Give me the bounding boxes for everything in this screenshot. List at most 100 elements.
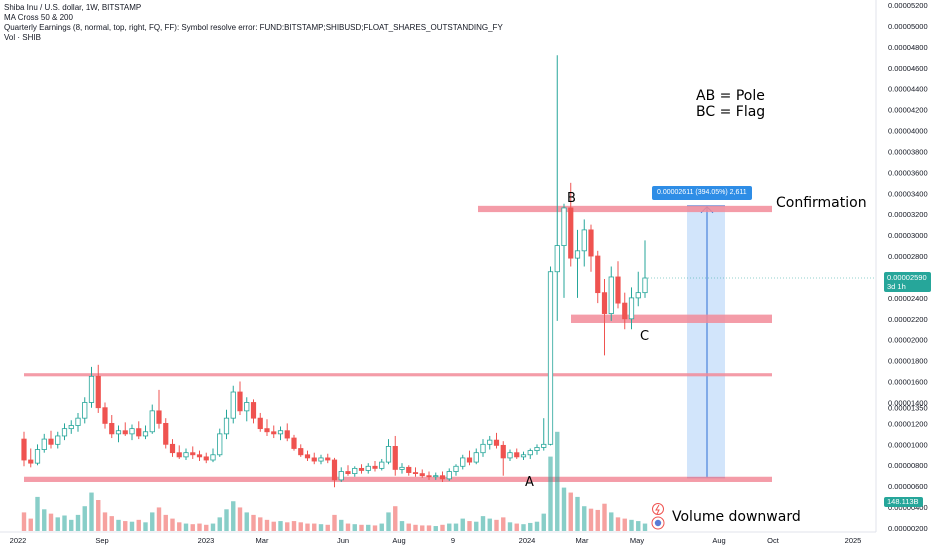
volume-bar	[534, 521, 540, 531]
price-tick-label: 0.00004400	[888, 85, 928, 94]
price-tick-label: 0.00001400	[888, 398, 928, 407]
price-tick-label: 0.00001200	[888, 419, 928, 428]
legend-ma-indicator[interactable]: MA Cross 50 & 200	[4, 13, 73, 22]
candle-body	[122, 430, 128, 435]
candle-body	[412, 472, 419, 475]
candle-body	[446, 471, 452, 480]
annotation-volume-downward[interactable]: Volume downward	[672, 509, 801, 525]
volume-bar	[595, 509, 600, 531]
volume-bar	[305, 523, 310, 531]
candle-body	[203, 456, 209, 461]
lightning-event-icon	[652, 503, 664, 515]
annotation-flag[interactable]: BC = Flag	[696, 104, 766, 120]
candle-body	[527, 450, 533, 456]
volume-bar	[264, 519, 270, 531]
annotation-pole[interactable]: AB = Pole	[696, 88, 765, 104]
candle-body	[250, 402, 257, 419]
volume-bar	[224, 509, 229, 531]
candle-body	[534, 447, 540, 451]
time-tick-label: 2022	[10, 536, 27, 545]
candle-body	[28, 459, 34, 464]
price-tick-label: 0.00003800	[888, 147, 928, 156]
volume-bar	[129, 521, 135, 531]
legend-title[interactable]: Shiba Inu / U.S. dollar, 1W, BITSTAMP	[4, 3, 142, 12]
candle-body	[635, 292, 641, 299]
candle-body	[615, 276, 621, 304]
volume-bar	[21, 512, 27, 531]
candle-body	[433, 475, 439, 478]
volume-bar	[318, 524, 324, 531]
volume-bar	[69, 519, 74, 531]
volume-bar	[433, 526, 438, 531]
volume-bar	[460, 518, 465, 531]
volume-bar	[89, 492, 94, 531]
candle-body	[480, 443, 486, 454]
candle-body	[500, 444, 506, 459]
volume-bar	[379, 523, 384, 531]
candle-body	[331, 459, 338, 481]
time-tick-label: May	[630, 536, 644, 545]
annotation-confirmation[interactable]: Confirmation	[776, 195, 867, 211]
price-tick-label: 0.00005000	[888, 22, 928, 31]
measure-label[interactable]: 0.00002611 (394.05%) 2,611	[652, 186, 752, 200]
bar-countdown: 3d 1h	[887, 282, 906, 291]
candle-body	[372, 465, 378, 469]
volume-bar	[359, 524, 364, 531]
volume-bar	[251, 514, 256, 531]
volume-bar	[271, 521, 276, 531]
volume-bar	[440, 524, 445, 531]
volume-bar	[501, 517, 506, 531]
volume-bar	[237, 507, 243, 531]
candle-body	[156, 410, 162, 424]
volume-bar	[339, 519, 344, 531]
candle-body	[628, 297, 635, 320]
price-tick-label: 0.00003400	[888, 189, 928, 198]
annotation-point-a[interactable]: A	[525, 475, 534, 490]
volume-bar	[183, 523, 189, 531]
time-tick-label: Aug	[392, 536, 405, 545]
confirmation-zone	[478, 205, 772, 213]
candle-body	[379, 461, 385, 469]
volume-bar	[345, 523, 351, 531]
price-tick-label: 0.00004200	[888, 106, 928, 115]
volume-bar	[474, 521, 479, 531]
candle-body	[95, 375, 101, 409]
candle-body	[223, 417, 230, 435]
volume-bar	[109, 516, 114, 531]
volume-bar	[487, 518, 492, 531]
volume-bar	[285, 522, 290, 531]
legend-earnings-indicator[interactable]: Quarterly Earnings (8, normal, top, righ…	[4, 23, 503, 32]
candle-body	[136, 428, 142, 437]
annotation-point-b[interactable]: B	[567, 191, 576, 206]
last-volume-badge: 148.113B	[884, 497, 923, 507]
price-tick-label: 0.00002000	[888, 336, 928, 345]
candle-body	[142, 431, 149, 437]
time-tick-label: 9	[451, 536, 455, 545]
volume-bar	[615, 517, 621, 531]
candle-body	[257, 417, 263, 430]
flag-us-icon	[654, 519, 662, 527]
price-tick-label: 0.00004800	[888, 43, 928, 52]
annotation-point-c[interactable]: C	[640, 329, 650, 344]
candle-body	[385, 446, 392, 463]
volume-bar	[291, 521, 297, 531]
legend-volume-indicator[interactable]: Vol · SHIB	[4, 33, 41, 42]
price-tick-label: 0.00003600	[888, 168, 928, 177]
volume-bar	[366, 524, 371, 531]
price-tick-label: 0.00004000	[888, 127, 928, 136]
candle-body	[392, 446, 398, 470]
volume-bar	[514, 523, 519, 531]
volume-bar	[210, 523, 216, 531]
candle-body	[190, 452, 196, 456]
chart-legend: Shiba Inu / U.S. dollar, 1W, BITSTAMP MA…	[4, 3, 503, 43]
candle-body	[34, 449, 41, 464]
time-tick-label: Mar	[576, 536, 589, 545]
price-tick-label: 0.00000200	[888, 524, 928, 533]
volume-bar	[622, 518, 627, 531]
support-zone	[24, 476, 772, 482]
volume-bar	[116, 519, 121, 531]
volume-bar	[602, 503, 607, 531]
volume-scale-label: 0.00001350	[888, 404, 928, 413]
candle-body	[61, 428, 68, 437]
candle-body	[439, 475, 446, 480]
